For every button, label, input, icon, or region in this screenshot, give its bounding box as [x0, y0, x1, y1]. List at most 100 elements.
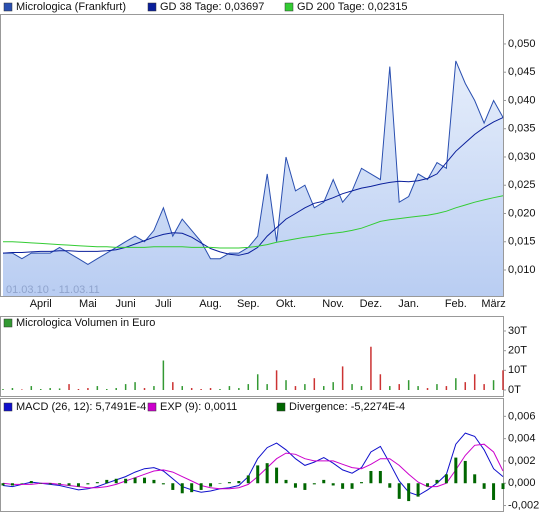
- bar: [389, 386, 391, 390]
- series-line: [2, 117, 504, 256]
- legend-swatch: [284, 2, 294, 12]
- legend-label: Micrologica (Frankfurt): [16, 1, 126, 13]
- bar: [341, 483, 345, 489]
- bar: [143, 477, 147, 484]
- y-tick-label: 0,025: [508, 179, 536, 191]
- bar: [464, 382, 467, 390]
- legend-label: EXP (9): 0,0011: [160, 401, 237, 413]
- bar: [1, 483, 5, 486]
- legend-label: GD 38 Tage: 0,03697: [160, 1, 264, 13]
- legend-swatch: [3, 402, 13, 412]
- y-tick-label: 10T: [508, 364, 527, 376]
- bar: [218, 483, 222, 484]
- bar: [294, 386, 297, 390]
- bar: [444, 474, 448, 484]
- bar: [180, 483, 184, 494]
- bar: [322, 479, 326, 484]
- bar: [87, 388, 89, 390]
- bar: [106, 389, 108, 390]
- bar: [209, 388, 212, 390]
- y-tick-label: 0,006: [508, 410, 536, 422]
- bar: [115, 388, 117, 390]
- bar: [502, 370, 504, 390]
- bar: [219, 389, 221, 390]
- bar: [323, 386, 325, 390]
- bar: [10, 483, 14, 486]
- bar: [67, 483, 71, 486]
- legend-swatch: [147, 2, 157, 12]
- bar: [29, 481, 33, 484]
- bar: [162, 360, 165, 390]
- series-line: [3, 60, 504, 265]
- bar: [48, 483, 52, 485]
- bar: [378, 470, 382, 484]
- bar: [227, 482, 231, 484]
- bar: [124, 384, 127, 390]
- bar: [454, 457, 458, 484]
- legend-label: MACD (26, 12): 5,7491E-4: [16, 401, 146, 413]
- bar: [426, 483, 430, 487]
- bar: [199, 483, 203, 490]
- bar: [407, 483, 411, 502]
- x-tick-label: Sep.: [237, 298, 260, 310]
- bar: [501, 483, 505, 490]
- bar: [95, 482, 99, 484]
- y-tick-label: 0,050: [508, 38, 536, 50]
- y-tick-label: 20T: [508, 345, 527, 357]
- legend-swatch: [3, 2, 13, 12]
- bar: [11, 388, 14, 390]
- x-tick-label: Juli: [155, 298, 172, 310]
- bar: [455, 378, 457, 390]
- bar: [58, 388, 61, 390]
- bar: [2, 389, 4, 390]
- bar: [105, 479, 109, 484]
- x-tick-label: Feb.: [445, 298, 467, 310]
- y-tick-label: 0,000: [508, 477, 536, 489]
- bar: [483, 384, 485, 390]
- bar: [370, 346, 372, 390]
- bar: [407, 380, 410, 390]
- series-line: [2, 443, 504, 490]
- bar: [304, 384, 306, 390]
- bar: [426, 388, 429, 390]
- bar: [190, 483, 194, 493]
- volume-panel: [0, 316, 504, 397]
- series-line: [3, 195, 504, 249]
- bar: [49, 388, 51, 390]
- bar: [96, 386, 99, 390]
- bar: [473, 374, 476, 390]
- bar: [172, 382, 174, 390]
- bar: [275, 370, 278, 390]
- price-area: [3, 60, 503, 297]
- bar: [133, 477, 137, 484]
- bar: [388, 483, 392, 488]
- bar: [285, 380, 287, 390]
- bar: [237, 481, 241, 484]
- x-tick-label: Dez.: [360, 298, 383, 310]
- bar: [246, 475, 250, 484]
- bar: [76, 483, 80, 487]
- bar: [313, 378, 316, 390]
- bar: [351, 384, 353, 390]
- legend-label: Micrologica Volumen in Euro: [16, 317, 155, 329]
- bar: [482, 483, 486, 489]
- bar: [436, 384, 438, 390]
- bar: [256, 374, 259, 390]
- bar: [312, 483, 316, 485]
- bar: [463, 460, 467, 484]
- y-tick-label: 0,004: [508, 433, 536, 445]
- legend-swatch: [147, 402, 157, 412]
- bar: [39, 483, 43, 484]
- bar: [190, 388, 193, 390]
- x-tick-label: Juni: [116, 298, 136, 310]
- bar: [398, 384, 400, 390]
- bar: [256, 465, 260, 484]
- bar: [21, 389, 23, 390]
- bar: [134, 382, 136, 390]
- bar: [209, 483, 213, 487]
- y-tick-label: 0,015: [508, 236, 536, 248]
- bar: [331, 483, 335, 486]
- bar: [171, 483, 175, 490]
- legend-swatch: [3, 318, 13, 328]
